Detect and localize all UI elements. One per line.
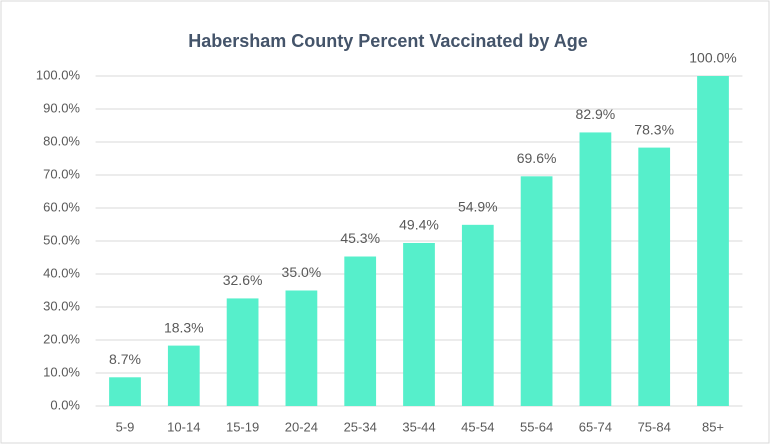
y-tick-label: 50.0% (43, 232, 80, 247)
y-tick-label: 100.0% (36, 67, 81, 82)
data-label: 82.9% (576, 106, 616, 122)
y-tick-label: 60.0% (43, 199, 80, 214)
chart-title: Habersham County Percent Vaccinated by A… (188, 31, 587, 51)
data-label: 8.7% (109, 351, 141, 367)
y-tick-label: 70.0% (43, 166, 80, 181)
x-tick-label: 75-84 (638, 419, 671, 434)
y-tick-label: 80.0% (43, 133, 80, 148)
x-tick-label: 35-44 (402, 419, 435, 434)
y-tick-label: 10.0% (43, 364, 80, 379)
y-tick-label: 30.0% (43, 298, 80, 313)
bar (285, 290, 318, 406)
bar (226, 298, 259, 406)
data-label: 35.0% (282, 264, 322, 280)
x-tick-label: 25-34 (344, 419, 377, 434)
bar (403, 242, 435, 406)
data-label: 69.6% (517, 150, 557, 166)
data-label: 18.3% (164, 319, 204, 335)
x-tick-label: 5-9 (116, 419, 135, 434)
x-tick-label: 85+ (702, 419, 724, 434)
x-tick-label: 45-54 (461, 419, 494, 434)
x-tick-label: 55-64 (520, 419, 553, 434)
data-label: 32.6% (223, 272, 263, 288)
bar (579, 132, 612, 406)
bar (461, 224, 494, 406)
y-tick-label: 40.0% (43, 265, 80, 280)
bar (109, 377, 141, 406)
x-tick-label: 20-24 (285, 419, 318, 434)
x-tick-label: 10-14 (167, 419, 200, 434)
bar (697, 76, 729, 406)
y-tick-label: 90.0% (43, 100, 80, 115)
x-tick-label: 15-19 (226, 419, 259, 434)
bar (638, 147, 671, 407)
data-label: 78.3% (634, 121, 674, 137)
y-tick-label: 0.0% (50, 397, 80, 412)
y-tick-label: 20.0% (43, 331, 80, 346)
data-label: 45.3% (340, 230, 380, 246)
bar (520, 176, 553, 406)
data-label: 100.0% (689, 50, 736, 66)
data-label: 49.4% (399, 217, 439, 233)
bar (344, 256, 377, 406)
x-tick-label: 65-74 (579, 419, 612, 434)
data-label: 54.9% (458, 199, 498, 215)
bar (167, 345, 200, 406)
